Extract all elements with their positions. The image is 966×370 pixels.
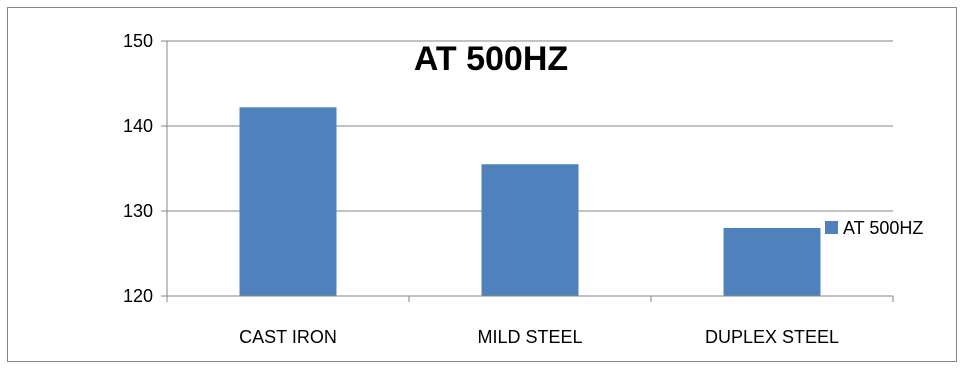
x-tick-label: DUPLEX STEEL	[705, 327, 839, 347]
x-tick-labels: CAST IRON MILD STEEL DUPLEX STEEL	[166, 296, 894, 347]
bar-mild-steel	[481, 164, 579, 296]
chart-title: AT 500HZ	[414, 40, 568, 78]
axes	[166, 41, 893, 297]
bar-cast-iron	[239, 107, 337, 296]
y-tick-label: 130	[123, 201, 153, 221]
legend: AT 500HZ	[825, 218, 923, 238]
y-tick-label: 140	[123, 116, 153, 136]
bar-duplex-steel	[723, 228, 821, 296]
bars	[239, 107, 821, 296]
x-tick-label: MILD STEEL	[477, 327, 582, 347]
x-tick-label: CAST IRON	[239, 327, 337, 347]
legend-label: AT 500HZ	[843, 218, 923, 238]
y-tick-label: 150	[123, 31, 153, 51]
y-tick-labels: 120 130 140 150	[123, 31, 167, 306]
legend-swatch	[825, 221, 838, 234]
y-tick-label: 120	[123, 286, 153, 306]
